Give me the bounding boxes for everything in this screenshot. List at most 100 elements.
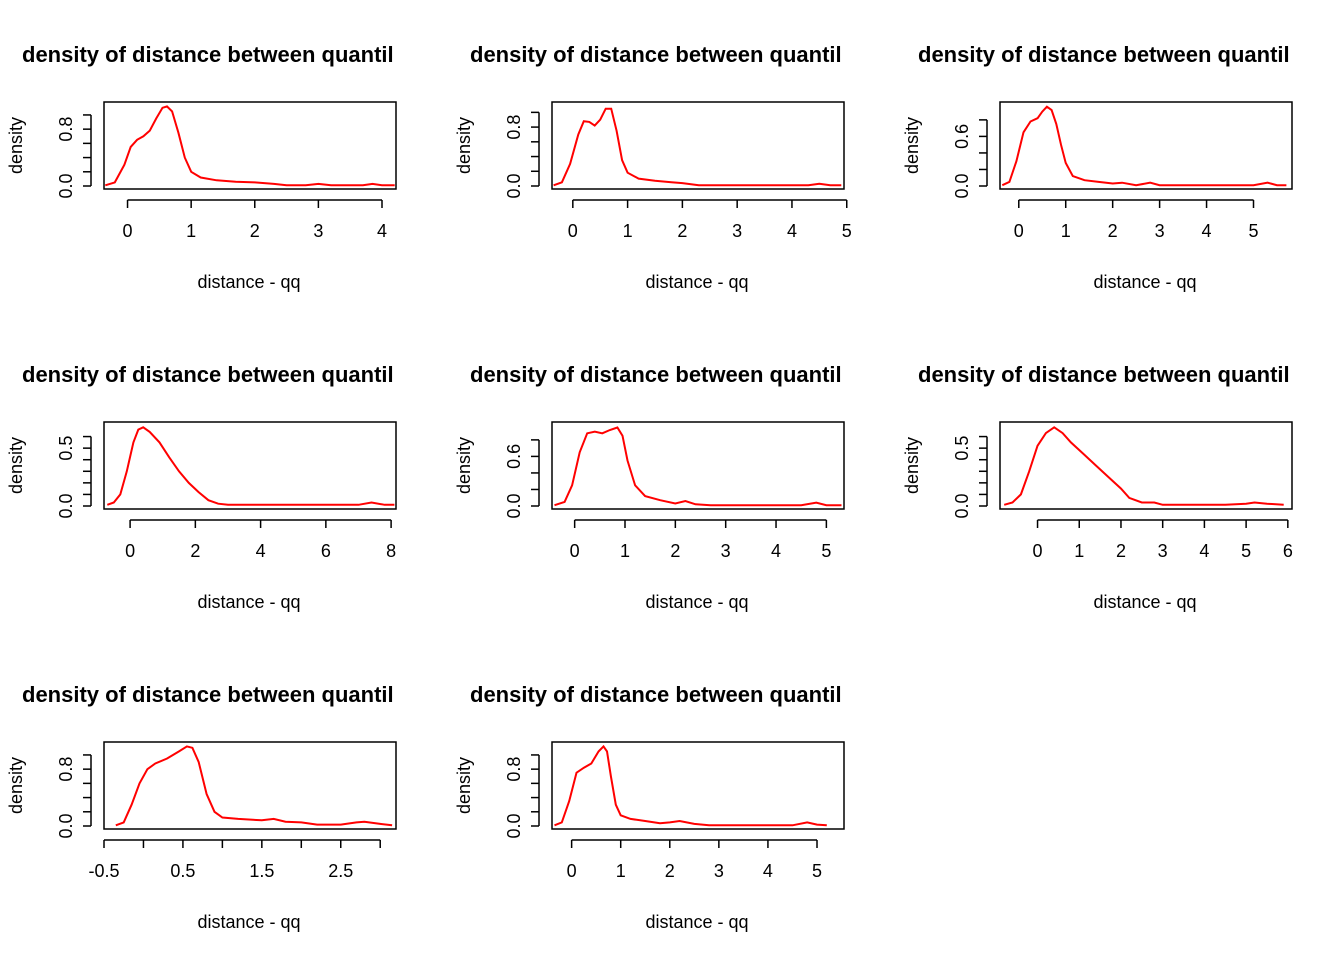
x-tick-label: 4 <box>377 221 387 241</box>
x-tick-label: 0 <box>123 221 133 241</box>
plot-frame <box>999 421 1293 510</box>
y-tick-label: 0.0 <box>504 813 524 838</box>
x-tick-label: 1 <box>1061 221 1071 241</box>
x-tick-label: 4 <box>771 541 781 561</box>
x-axis: 0 1 2 3 4 5 <box>1014 199 1259 241</box>
x-axis: -0.5 0.5 1.5 2.5 <box>88 839 381 881</box>
x-tick-label: 5 <box>842 221 852 241</box>
panel-title: density of distance between quantil <box>918 362 1290 387</box>
x-tick-label: 4 <box>787 221 797 241</box>
panel-title: density of distance between quantil <box>470 682 842 707</box>
density-panel-7: density of distance between quantil -0.5 0… <box>6 682 397 932</box>
y-tick-label: 0.0 <box>952 173 972 198</box>
x-axis-label: distance - qq <box>197 272 300 292</box>
panel-title: density of distance between quantil <box>470 42 842 67</box>
y-tick-label: 0.8 <box>56 757 76 782</box>
x-axis: 0 1 2 3 4 5 <box>567 839 822 881</box>
x-tick-label: 5 <box>821 541 831 561</box>
x-tick-label: -0.5 <box>88 861 119 881</box>
x-tick-label: 5 <box>1248 221 1258 241</box>
density-curve <box>553 107 842 187</box>
x-tick-label: 2 <box>665 861 675 881</box>
x-tick-label: 4 <box>763 861 773 881</box>
density-panel-6: density of distance between quantil 0 1 2 3 4… <box>902 362 1293 612</box>
x-tick-label: 4 <box>256 541 266 561</box>
x-axis: 0 1 2 3 4 5 <box>570 519 831 561</box>
y-tick-label: 0.0 <box>504 173 524 198</box>
x-tick-label: 3 <box>732 221 742 241</box>
y-tick-label: 0.0 <box>56 493 76 518</box>
panel-title: density of distance between quantil <box>22 682 394 707</box>
panel-title: density of distance between quantil <box>470 362 842 387</box>
y-axis: 0.0 0.8 <box>504 111 540 199</box>
x-tick-label: 5 <box>1241 541 1251 561</box>
density-panel-5: density of distance between quantil 0 1 2 3 4… <box>454 362 845 612</box>
x-axis-label: distance - qq <box>197 912 300 932</box>
y-tick-label: 0.0 <box>56 173 76 198</box>
x-tick-label: 0 <box>567 861 577 881</box>
x-tick-label: 2 <box>190 541 200 561</box>
y-axis-label: density <box>454 117 474 174</box>
x-axis: 0 1 2 3 4 5 6 <box>1033 519 1293 561</box>
y-axis: 0.0 0.5 <box>56 436 92 519</box>
x-tick-label: 0 <box>1014 221 1024 241</box>
x-tick-label: 2 <box>677 221 687 241</box>
density-curve <box>554 426 842 507</box>
y-axis: 0.0 0.6 <box>504 439 540 519</box>
x-tick-label: 2 <box>1108 221 1118 241</box>
x-tick-label: 0 <box>125 541 135 561</box>
y-axis-label: density <box>6 437 26 494</box>
y-axis: 0.0 0.6 <box>952 119 988 199</box>
x-tick-label: 6 <box>321 541 331 561</box>
x-tick-label: 4 <box>1202 221 1212 241</box>
y-tick-label: 0.0 <box>504 493 524 518</box>
plot-frame <box>103 101 397 190</box>
plot-frame <box>551 741 845 830</box>
y-tick-label: 0.6 <box>952 124 972 149</box>
y-tick-label: 0.0 <box>56 813 76 838</box>
y-axis-label: density <box>902 117 922 174</box>
density-panel-2: density of distance between quantil 0 1 2 3 4… <box>454 42 852 292</box>
plot-frame <box>103 741 397 830</box>
y-axis: 0.0 0.8 <box>56 114 92 199</box>
x-tick-label: 0 <box>568 221 578 241</box>
density-panel-4: density of distance between quantil 0 2 4 6 8… <box>6 362 397 612</box>
x-tick-label: 3 <box>1158 541 1168 561</box>
y-axis-label: density <box>6 117 26 174</box>
density-curve <box>1003 426 1284 506</box>
x-tick-label: 1 <box>616 861 626 881</box>
density-panel-8: density of distance between quantil 0 1 2 3 4… <box>454 682 845 932</box>
x-axis-label: distance - qq <box>1093 592 1196 612</box>
x-tick-label: 1 <box>186 221 196 241</box>
x-tick-label: 1 <box>1074 541 1084 561</box>
y-tick-label: 0.5 <box>56 436 76 461</box>
x-tick-label: 5 <box>812 861 822 881</box>
panel-title: density of distance between quantil <box>22 42 394 67</box>
y-axis: 0.0 0.8 <box>504 754 540 839</box>
y-axis-label: density <box>454 757 474 814</box>
density-curve <box>115 745 393 827</box>
y-tick-label: 0.8 <box>504 115 524 140</box>
density-curve <box>1001 105 1287 187</box>
y-tick-label: 0.5 <box>952 436 972 461</box>
y-axis-label: density <box>6 757 26 814</box>
x-tick-label: 3 <box>1155 221 1165 241</box>
x-axis-label: distance - qq <box>645 592 748 612</box>
x-axis-label: distance - qq <box>645 272 748 292</box>
x-tick-label: 3 <box>714 861 724 881</box>
y-tick-label: 0.0 <box>952 493 972 518</box>
plot-frame <box>103 421 397 510</box>
y-tick-label: 0.8 <box>504 757 524 782</box>
panel-title: density of distance between quantil <box>22 362 394 387</box>
x-tick-label: 3 <box>721 541 731 561</box>
panel-title: density of distance between quantil <box>918 42 1290 67</box>
plot-frame <box>551 421 845 510</box>
y-tick-label: 0.8 <box>56 117 76 142</box>
y-axis-label: density <box>454 437 474 494</box>
x-tick-label: 4 <box>1199 541 1209 561</box>
density-panel-1: density of distance between quantil 0 1 2 3 4… <box>6 42 397 292</box>
density-curve <box>106 426 395 506</box>
x-tick-label: 1 <box>620 541 630 561</box>
x-axis-label: distance - qq <box>197 592 300 612</box>
